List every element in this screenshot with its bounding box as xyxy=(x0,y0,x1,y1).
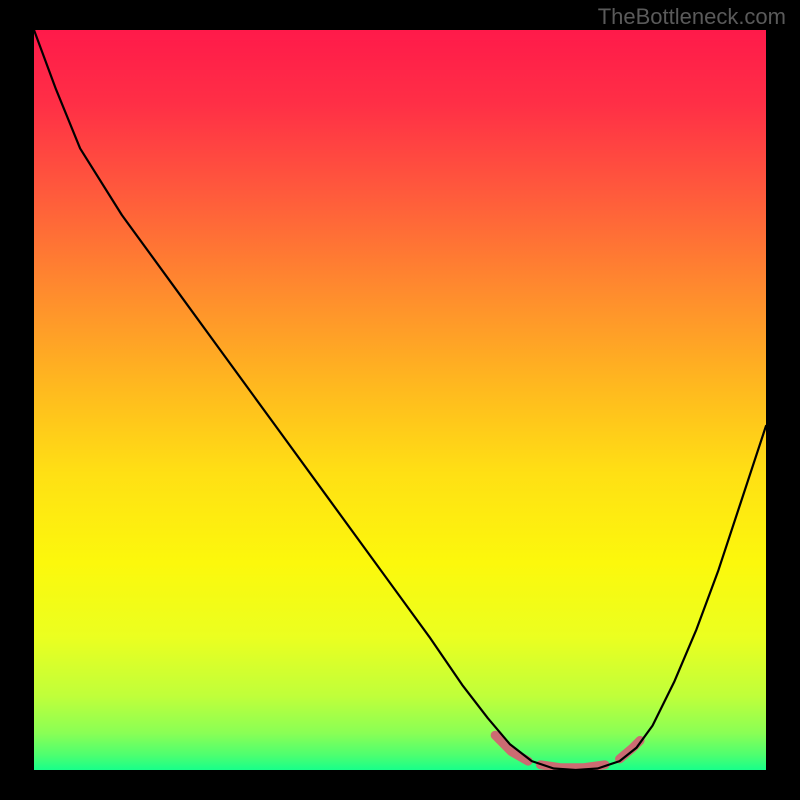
curve-layer xyxy=(34,30,766,770)
watermark-text: TheBottleneck.com xyxy=(598,4,786,30)
plot-area xyxy=(34,30,766,770)
chart-container: TheBottleneck.com xyxy=(0,0,800,800)
